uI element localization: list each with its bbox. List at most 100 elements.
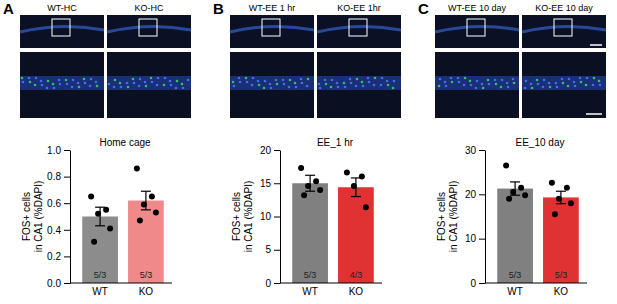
- image-cell: [78, 86, 81, 89]
- data-point: [317, 187, 323, 193]
- image-cell: [46, 87, 49, 90]
- chart-title: EE_1 hr: [317, 137, 354, 148]
- data-point: [137, 217, 143, 223]
- data-point: [564, 185, 570, 191]
- image-cell: [586, 77, 589, 80]
- image-cell: [476, 80, 479, 83]
- image-cell: [367, 77, 370, 80]
- x-tick: KO: [554, 283, 569, 297]
- n-label: 5/3: [94, 270, 107, 280]
- image-cell: [599, 84, 602, 87]
- bar: [292, 183, 328, 283]
- image-cell: [393, 80, 396, 83]
- y-tick: 1.0: [47, 145, 70, 156]
- data-point: [351, 183, 357, 189]
- image-cell: [258, 84, 261, 87]
- y-axis-title: FOS+ cells: [231, 192, 242, 241]
- image-roi: [139, 19, 157, 36]
- image-cell: [72, 79, 75, 82]
- image-band: [317, 26, 401, 32]
- n-label: 5/3: [555, 270, 568, 280]
- image-cell: [21, 77, 24, 80]
- image-cell: [381, 77, 384, 80]
- image-cell: [387, 84, 390, 87]
- image-overview: [435, 15, 519, 48]
- y-tick-mark: [479, 194, 485, 195]
- bar: [338, 187, 374, 283]
- x-axis: WTKO: [280, 283, 382, 297]
- scale-bar: [586, 113, 602, 115]
- data-point: [568, 200, 574, 206]
- data-point: [107, 225, 113, 231]
- image-label: WT-EE 1 hr: [249, 3, 296, 13]
- panel-letter: B: [213, 0, 224, 17]
- image-label: WT-EE 10 day: [448, 3, 507, 13]
- image-cell: [127, 86, 130, 89]
- image-cell: [470, 84, 473, 87]
- x-tick: KO: [139, 283, 154, 297]
- image-cell: [144, 81, 147, 84]
- data-point: [359, 174, 365, 180]
- y-tick-mark: [64, 203, 70, 204]
- data-point: [91, 239, 97, 245]
- bar: [82, 217, 118, 284]
- image-cell: [481, 83, 484, 86]
- image-cell: [450, 77, 453, 80]
- image-cell: [251, 84, 254, 87]
- image-cell: [132, 78, 135, 81]
- image-cell: [77, 82, 80, 85]
- figure: AWT-HCKO-HC0.00.20.40.60.81.0FOS+ cellsi…: [0, 0, 617, 304]
- y-tick-label: 0.0: [47, 278, 61, 289]
- image-cell: [35, 77, 38, 80]
- image-cell: [257, 80, 260, 83]
- y-tick-label: 0.4: [47, 225, 61, 236]
- y-tick: 15: [260, 178, 280, 189]
- image-cell: [276, 83, 279, 86]
- x-tick: WT: [302, 283, 318, 297]
- image-cell: [275, 79, 278, 82]
- image-cell: [319, 87, 322, 90]
- panel: CWT-EE 10 dayKO-EE 10 day0102030FOS+ cel…: [418, 0, 606, 297]
- image-cell: [469, 80, 472, 83]
- image-cell: [95, 81, 98, 84]
- image-roi: [52, 19, 70, 36]
- image-cell: [22, 81, 25, 84]
- data-point: [518, 185, 524, 191]
- n-label: 5/3: [509, 270, 522, 280]
- image-cell: [66, 83, 69, 86]
- image-cell: [145, 85, 148, 88]
- image-cell: [495, 83, 498, 86]
- image-cell: [525, 80, 528, 83]
- image-cell: [568, 78, 571, 81]
- y-tick-label: 0: [470, 278, 476, 289]
- data-point: [313, 178, 319, 184]
- image-cell: [294, 82, 297, 85]
- image-zoom-band: [107, 76, 191, 90]
- panel-letter: C: [418, 0, 429, 17]
- image-cell: [239, 81, 242, 84]
- y-tick-label: 0.2: [47, 251, 61, 262]
- image-zoom: [522, 52, 606, 118]
- y-tick: 5: [265, 244, 280, 255]
- image-cell: [506, 82, 509, 85]
- x-axis: WTKO: [485, 283, 587, 297]
- image-cell: [361, 81, 364, 84]
- image-cell: [83, 78, 86, 81]
- image-cell: [139, 78, 142, 81]
- image-label: KO-EE 10 day: [535, 3, 593, 13]
- image-cell: [482, 87, 485, 90]
- y-tick-mark: [64, 230, 70, 231]
- image-cell: [181, 83, 184, 86]
- image-cell: [176, 80, 179, 83]
- image-cell: [487, 79, 490, 82]
- image-cell: [113, 86, 116, 89]
- image-cell: [41, 84, 44, 87]
- error-bar-stem: [310, 175, 311, 191]
- y-tick-mark: [64, 150, 70, 151]
- image-cell: [592, 84, 595, 87]
- error-bar: [351, 178, 361, 197]
- image-cell: [324, 79, 327, 82]
- panel-letter: A: [3, 0, 14, 17]
- image-cell: [501, 79, 504, 82]
- error-bar-cap: [305, 175, 315, 176]
